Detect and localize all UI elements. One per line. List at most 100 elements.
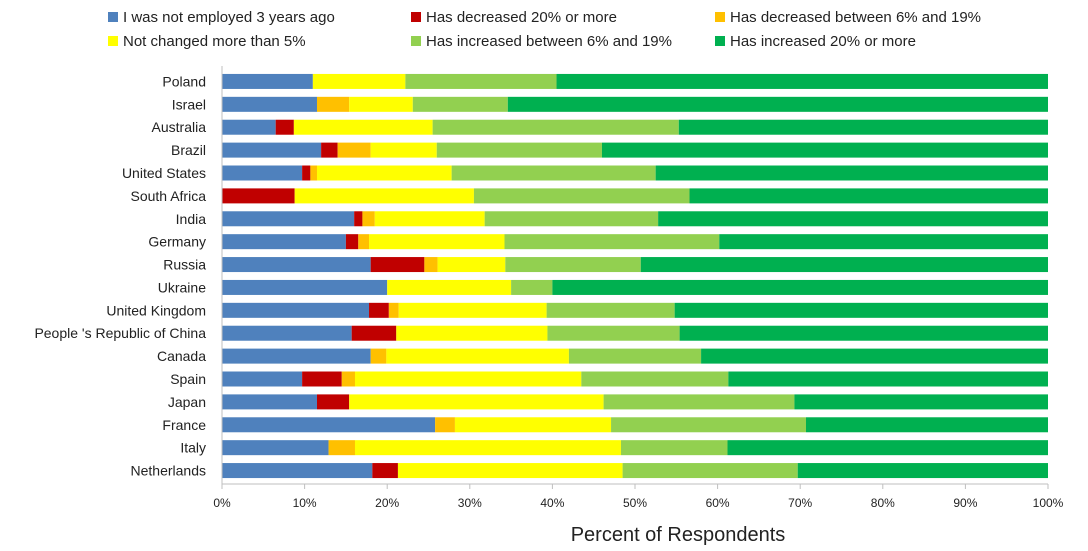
bar-segment-has-decreased-20-or-more <box>302 165 311 181</box>
legend-swatch <box>108 12 118 22</box>
category-label: Ukraine <box>158 279 206 295</box>
bar-segment-has-increased-20-or-more <box>655 165 1048 181</box>
bar-row-japan <box>222 394 1048 410</box>
bar-segment-has-decreased-between-6-and-19 <box>328 440 355 456</box>
bar-segment-has-increased-20-or-more <box>674 302 1048 318</box>
x-tick-label: 40% <box>540 496 564 510</box>
legend-item-i-was-not-employed-3-years-ago: I was not employed 3 years ago <box>108 9 335 26</box>
bar-segment-has-increased-between-6-and-19 <box>451 165 656 181</box>
legend-swatch <box>411 12 421 22</box>
x-tick-label: 70% <box>788 496 812 510</box>
bar-segment-has-increased-between-6-and-19 <box>622 463 798 479</box>
bar-segment-i-was-not-employed-3-years-ago <box>222 463 373 479</box>
bar-segment-has-decreased-between-6-and-19 <box>341 371 355 387</box>
bar-row-spain <box>222 371 1048 387</box>
bar-row-united-kingdom <box>222 302 1048 318</box>
category-label: Spain <box>170 371 206 387</box>
bar-row-united-states <box>222 165 1048 181</box>
x-tick-label: 10% <box>293 496 317 510</box>
bar-segment-has-decreased-between-6-and-19 <box>370 348 387 364</box>
bar-segment-has-increased-between-6-and-19 <box>511 279 553 295</box>
legend-item-not-changed-more-than-5: Not changed more than 5% <box>108 33 306 50</box>
bar-segment-has-increased-between-6-and-19 <box>546 302 675 318</box>
bar-segment-has-decreased-20-or-more <box>222 188 295 204</box>
category-label: People 's Republic of China <box>34 325 206 341</box>
legend-item-has-increased-20-or-more: Has increased 20% or more <box>715 33 916 50</box>
bar-segment-i-was-not-employed-3-years-ago <box>222 302 370 318</box>
bar-segment-not-changed-more-than-5 <box>349 394 604 410</box>
x-tick-label: 30% <box>458 496 482 510</box>
bar-segment-has-decreased-20-or-more <box>351 325 397 341</box>
bar-segment-has-increased-20-or-more <box>689 188 1048 204</box>
bar-segment-not-changed-more-than-5 <box>387 279 512 295</box>
bar-segment-has-decreased-between-6-and-19 <box>310 165 317 181</box>
bar-segment-not-changed-more-than-5 <box>396 325 548 341</box>
bar-segment-not-changed-more-than-5 <box>293 119 433 135</box>
bar-segment-not-changed-more-than-5 <box>354 440 621 456</box>
x-tick-label: 100% <box>1033 496 1064 510</box>
bar-segment-i-was-not-employed-3-years-ago <box>222 440 329 456</box>
bar-segment-has-increased-between-6-and-19 <box>504 234 720 250</box>
bar-row-brazil <box>222 142 1048 158</box>
category-label: France <box>162 417 206 433</box>
category-label: Brazil <box>171 142 206 158</box>
bar-segment-i-was-not-employed-3-years-ago <box>222 165 303 181</box>
bar-segment-has-increased-20-or-more <box>552 279 1048 295</box>
bar-segment-has-increased-20-or-more <box>507 96 1048 112</box>
legend-swatch <box>411 36 421 46</box>
legend-label: Has increased 20% or more <box>730 33 916 50</box>
bar-segment-i-was-not-employed-3-years-ago <box>222 119 276 135</box>
legend-label: Has decreased 20% or more <box>426 9 617 26</box>
bar-segment-has-decreased-20-or-more <box>316 394 350 410</box>
legend-item-has-decreased-20-or-more: Has decreased 20% or more <box>411 9 617 26</box>
bar-segment-not-changed-more-than-5 <box>354 371 582 387</box>
bar-segment-has-increased-between-6-and-19 <box>436 142 602 158</box>
plot-area <box>222 73 1048 479</box>
bar-row-canada <box>222 348 1048 364</box>
bar-segment-has-decreased-20-or-more <box>345 234 359 250</box>
bar-segment-has-increased-between-6-and-19 <box>484 211 659 227</box>
bar-segment-has-decreased-between-6-and-19 <box>424 257 438 273</box>
bar-segment-has-increased-20-or-more <box>797 463 1048 479</box>
bar-segment-has-increased-20-or-more <box>678 119 1048 135</box>
bar-segment-has-increased-20-or-more <box>640 257 1048 273</box>
bar-segment-has-decreased-20-or-more <box>369 302 389 318</box>
bar-segment-i-was-not-employed-3-years-ago <box>222 325 352 341</box>
bar-segment-not-changed-more-than-5 <box>369 234 505 250</box>
bar-segment-has-decreased-20-or-more <box>372 463 398 479</box>
legend-swatch <box>715 12 725 22</box>
x-tick-label: 50% <box>623 496 647 510</box>
bar-segment-has-increased-20-or-more <box>679 325 1048 341</box>
bar-row-netherlands <box>222 463 1048 479</box>
bar-segment-has-decreased-between-6-and-19 <box>388 302 399 318</box>
bar-segment-has-increased-between-6-and-19 <box>405 73 557 89</box>
x-tick-label: 20% <box>375 496 399 510</box>
bar-row-russia <box>222 257 1048 273</box>
bar-row-ukraine <box>222 279 1048 295</box>
category-label: Poland <box>162 73 206 89</box>
bar-row-australia <box>222 119 1048 135</box>
bar-segment-has-increased-between-6-and-19 <box>505 257 641 273</box>
category-label: Israel <box>172 96 206 112</box>
category-label: India <box>176 211 207 227</box>
legend-item-has-decreased-between-6-and-19: Has decreased between 6% and 19% <box>715 9 981 26</box>
bar-segment-has-increased-20-or-more <box>728 371 1048 387</box>
bar-segment-has-increased-between-6-and-19 <box>568 348 702 364</box>
category-label: South Africa <box>131 188 207 204</box>
category-axis: Poland Israel Australia Brazil United States… <box>34 66 223 484</box>
x-tick-label: 0% <box>213 496 231 510</box>
legend-swatch <box>108 36 118 46</box>
value-axis: 0% 10% 20% 30% 40% 50% 60% 70% 80% 90% 100% <box>213 483 1064 510</box>
bar-segment-not-changed-more-than-5 <box>374 211 485 227</box>
bar-segment-has-increased-20-or-more <box>658 211 1048 227</box>
bar-row-israel <box>222 96 1048 112</box>
bar-row-india <box>222 211 1048 227</box>
category-label: United Kingdom <box>106 302 206 318</box>
bar-segment-i-was-not-employed-3-years-ago <box>222 257 371 273</box>
bar-row-poland <box>222 73 1048 89</box>
x-tick-label: 60% <box>706 496 730 510</box>
bar-segment-not-changed-more-than-5 <box>312 73 406 89</box>
bar-segment-i-was-not-employed-3-years-ago <box>222 279 388 295</box>
bar-row-south-africa <box>222 188 1048 204</box>
bar-segment-i-was-not-employed-3-years-ago <box>222 234 346 250</box>
